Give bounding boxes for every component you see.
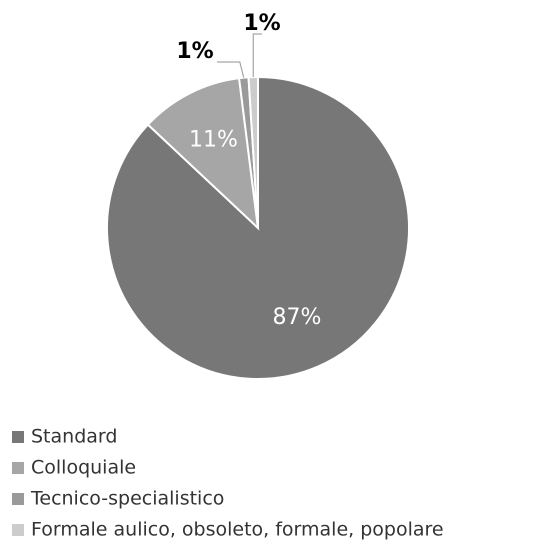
- leader-line: [217, 61, 245, 78]
- data-label: 1%: [243, 11, 280, 36]
- legend-swatch: [12, 462, 24, 474]
- legend-label: Tecnico-specialistico: [30, 488, 224, 510]
- leader-line: [252, 33, 262, 78]
- data-label: 1%: [176, 39, 213, 64]
- legend-swatch: [12, 524, 24, 536]
- pie-slice: [247, 75, 259, 229]
- legend-label: Colloquiale: [31, 457, 136, 479]
- data-label: 87%: [273, 305, 322, 330]
- legend-swatch: [12, 431, 24, 443]
- legend-label: Formale aulico, obsoleto, formale, popol…: [31, 519, 444, 541]
- pie-slice: [146, 77, 260, 231]
- pie-slice: [106, 75, 410, 380]
- legend-swatch: [12, 493, 24, 505]
- legend-label: Standard: [31, 426, 117, 448]
- data-label: 11%: [189, 128, 238, 153]
